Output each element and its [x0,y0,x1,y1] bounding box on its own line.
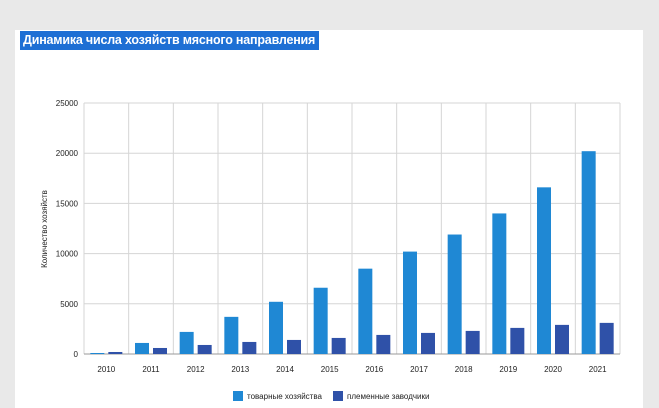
y-tick-label: 10000 [56,250,79,259]
bar-commercial-2015 [313,287,328,354]
x-tick-label: 2020 [544,365,562,374]
bar-commercial-2016 [358,268,373,354]
bar-breeding-2018 [465,330,480,354]
legend: товарные хозяйства племенные заводчики [233,391,429,401]
bar-breeding-2015 [331,337,346,354]
y-tick-label: 15000 [56,199,79,208]
grid [83,102,621,355]
bar-commercial-2018 [447,234,462,354]
bar-commercial-2011 [135,342,149,354]
y-axis-label: Количество хозяйств [40,190,49,268]
x-tick-label: 2021 [589,365,607,374]
y-tick-labels: 0 5000 10000 15000 20000 25000 [56,99,79,359]
legend-swatch [333,391,343,401]
y-tick-label: 0 [74,350,79,359]
bar-commercial-2019 [492,213,507,354]
x-tick-label: 2016 [365,365,383,374]
y-tick-label: 5000 [60,300,78,309]
x-tick-labels: 2010 2011 2012 2013 2014 2015 2016 2017 2018 2019… [97,365,607,374]
x-tick-label: 2013 [231,365,249,374]
bar-breeding-2019 [510,327,525,354]
bar-breeding-2012 [197,344,212,354]
x-tick-label: 2015 [321,365,339,374]
bar-commercial-2014 [269,301,283,354]
x-tick-label: 2017 [410,365,428,374]
bar-commercial-2020 [537,187,551,354]
bar-commercial-2013 [224,316,239,354]
bar-breeding-2010 [108,351,123,354]
bar-commercial-2017 [403,251,417,354]
y-tick-label: 25000 [56,99,79,108]
x-tick-label: 2011 [142,365,160,374]
x-tick-label: 2019 [499,365,517,374]
legend-label: товарные хозяйства [247,392,322,401]
x-tick-label: 2018 [455,365,473,374]
bar-breeding-2011 [153,347,167,354]
legend-label: племенные заводчики [347,392,429,401]
bar-breeding-2021 [599,322,614,354]
x-tick-label: 2012 [187,365,205,374]
x-tick-label: 2010 [97,365,115,374]
bar-commercial-2012 [179,331,194,354]
bar-breeding-2017 [421,332,435,354]
bar-commercial-2010 [90,352,105,354]
bar-commercial-2021 [581,151,596,354]
bars [90,151,614,354]
x-tick-label: 2014 [276,365,294,374]
chart-title: Динамика числа хозяйств мясного направле… [20,31,320,50]
legend-swatch [233,391,243,401]
bar-breeding-2016 [376,334,391,354]
y-tick-label: 20000 [56,149,79,158]
bar-breeding-2014 [287,339,301,354]
bar-breeding-2013 [242,341,257,354]
bar-breeding-2020 [555,324,569,354]
